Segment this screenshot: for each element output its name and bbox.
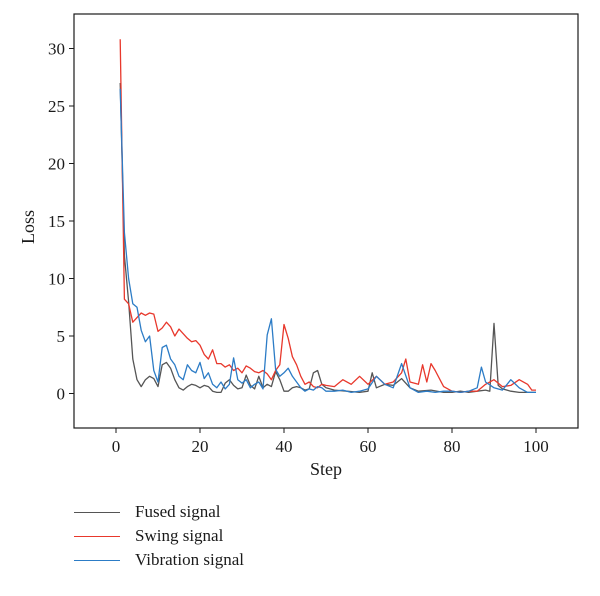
legend-label-vibration: Vibration signal bbox=[135, 550, 244, 569]
y-tick-label: 10 bbox=[48, 270, 65, 289]
x-tick-label: 20 bbox=[192, 437, 209, 456]
y-tick-label: 30 bbox=[48, 40, 65, 59]
y-tick-label: 15 bbox=[48, 212, 65, 231]
axes-layer: 0 20 40 60 80 100 0 5 10 15 20 25 30 bbox=[48, 40, 549, 457]
plot-frame bbox=[73, 13, 579, 429]
series-line-swing-signal bbox=[119, 39, 536, 394]
x-axis-title: Step bbox=[310, 459, 342, 479]
x-tick-label: 60 bbox=[360, 437, 377, 456]
x-tick-label: 100 bbox=[523, 437, 549, 456]
legend-label-fused: Fused signal bbox=[135, 502, 221, 521]
y-tick-label: 5 bbox=[57, 327, 66, 346]
legend-swatch-vibration bbox=[74, 559, 120, 561]
x-tick-label: 40 bbox=[276, 437, 293, 456]
series-line-fused-signal bbox=[119, 82, 536, 394]
y-tick-label: 25 bbox=[48, 97, 65, 116]
series-layer bbox=[119, 39, 536, 394]
legend-swatch-fused bbox=[74, 511, 120, 513]
legend-item-vibration: Vibration signal bbox=[74, 548, 244, 572]
y-axis-title: Loss bbox=[18, 210, 38, 244]
x-tick-label: 0 bbox=[112, 437, 121, 456]
plot-area bbox=[73, 13, 579, 429]
x-tick-label: 80 bbox=[444, 437, 461, 456]
legend-item-fused: Fused signal bbox=[74, 500, 244, 524]
line-chart: 0 20 40 60 80 100 0 5 10 15 20 25 30 Loss Step bbox=[18, 13, 579, 479]
y-tick-label: 20 bbox=[48, 155, 65, 174]
legend-label-swing: Swing signal bbox=[135, 526, 224, 545]
y-tick-label: 0 bbox=[57, 385, 66, 404]
legend-swatch-swing bbox=[74, 535, 120, 537]
legend: Fused signal Swing signal Vibration sign… bbox=[74, 500, 244, 572]
series-line-vibration-signal bbox=[119, 88, 536, 394]
legend-item-swing: Swing signal bbox=[74, 524, 244, 548]
